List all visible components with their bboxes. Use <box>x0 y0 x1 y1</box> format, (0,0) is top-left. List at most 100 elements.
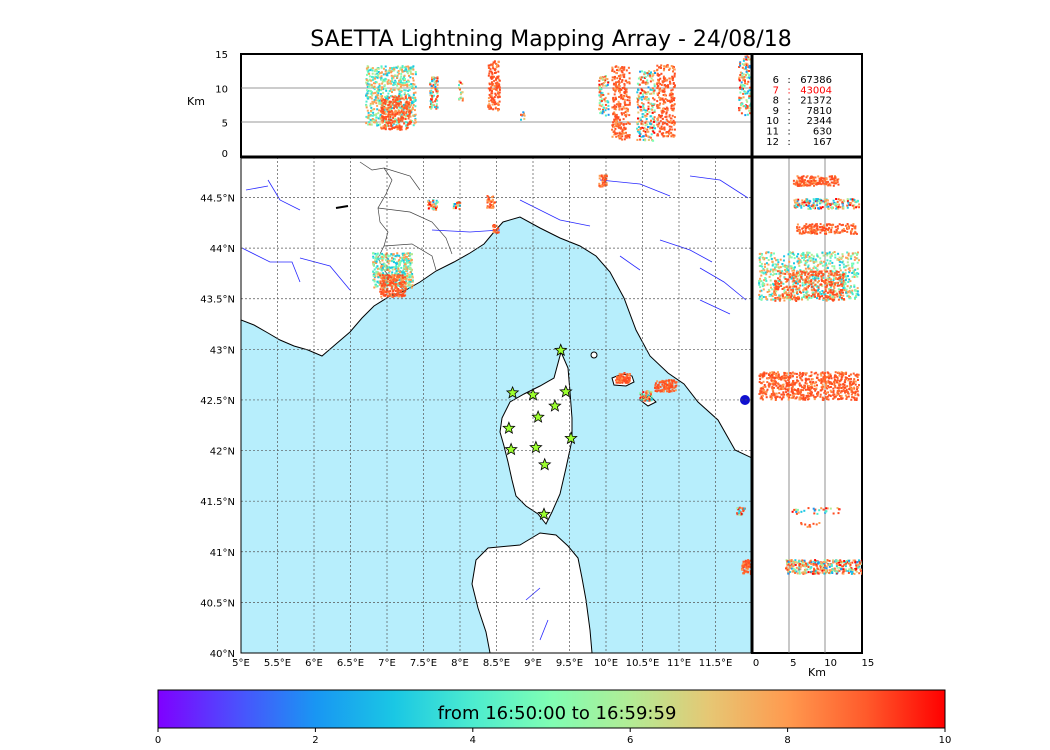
station-star-icon <box>502 421 516 434</box>
source-point <box>644 139 647 142</box>
source-point <box>645 134 648 137</box>
source-point <box>388 270 391 273</box>
source-point <box>381 280 384 283</box>
source-point <box>824 270 827 273</box>
source-point <box>810 295 813 298</box>
source-point <box>778 270 781 273</box>
source-point <box>644 75 647 78</box>
source-point <box>403 252 405 255</box>
source-point <box>644 133 647 136</box>
source-point <box>822 297 825 300</box>
source-point <box>839 289 842 291</box>
source-point <box>832 223 835 226</box>
source-point <box>408 286 411 289</box>
source-point <box>487 104 490 107</box>
source-point <box>819 283 822 286</box>
source-point <box>833 296 836 299</box>
source-point <box>391 268 394 271</box>
source-point <box>819 395 822 398</box>
source-point <box>649 88 652 91</box>
source-point <box>391 253 394 256</box>
source-point <box>749 86 752 89</box>
source-point <box>805 270 808 273</box>
source-point <box>839 206 841 209</box>
station-star-icon <box>526 387 540 401</box>
source-point <box>366 82 369 85</box>
source-point <box>489 203 492 206</box>
source-point <box>644 72 647 75</box>
source-point <box>829 294 832 297</box>
source-point <box>600 88 603 91</box>
source-point <box>671 93 674 96</box>
source-point <box>399 102 402 105</box>
source-point <box>770 253 773 256</box>
source-point <box>826 277 829 280</box>
source-point <box>652 103 655 106</box>
source-point <box>603 184 606 187</box>
source-point <box>803 294 806 296</box>
source-point <box>389 121 392 124</box>
source-point <box>659 116 662 119</box>
source-point <box>398 283 401 286</box>
source-point <box>393 107 395 110</box>
source-point <box>841 201 844 204</box>
source-point <box>802 289 805 292</box>
source-point <box>383 120 386 123</box>
source-point <box>624 381 627 384</box>
source-point <box>394 81 397 83</box>
source-point <box>770 286 772 289</box>
source-point <box>386 82 389 85</box>
source-point <box>804 225 807 228</box>
source-point <box>793 257 796 260</box>
source-point <box>649 136 652 139</box>
source-point <box>408 110 411 112</box>
source-point <box>380 286 383 288</box>
source-point <box>494 107 497 110</box>
source-point <box>812 176 815 179</box>
source-point <box>396 291 399 294</box>
source-point <box>458 97 461 100</box>
source-point <box>403 89 406 92</box>
source-point <box>623 73 626 76</box>
source-point <box>520 118 522 121</box>
source-point <box>854 231 857 234</box>
source-point <box>778 267 781 270</box>
source-point <box>844 265 847 268</box>
source-point <box>665 118 668 121</box>
source-point <box>782 265 785 268</box>
source-point <box>397 104 400 107</box>
source-point <box>671 95 674 98</box>
source-point <box>828 231 831 234</box>
source-point <box>659 97 662 99</box>
source-point <box>664 108 667 110</box>
source-point <box>670 107 673 110</box>
source-point <box>827 384 830 387</box>
source-point <box>828 280 831 283</box>
source-point <box>847 281 850 283</box>
source-point <box>786 268 788 271</box>
source-point <box>387 278 389 281</box>
source-point <box>377 97 380 100</box>
source-point <box>639 138 642 141</box>
source-point <box>824 286 827 289</box>
source-point <box>787 287 790 290</box>
source-point <box>662 77 665 80</box>
source-point <box>813 231 816 234</box>
source-point <box>742 59 745 62</box>
source-point <box>409 115 412 118</box>
source-point <box>766 283 769 286</box>
source-point <box>405 275 408 277</box>
source-point <box>789 298 791 301</box>
source-point <box>621 131 624 134</box>
source-point <box>650 71 652 74</box>
source-point <box>372 78 375 81</box>
source-point <box>819 226 821 229</box>
source-point <box>386 259 389 262</box>
source-point <box>851 252 854 255</box>
source-point <box>669 385 671 388</box>
source-point <box>745 65 747 68</box>
source-point <box>371 67 374 70</box>
source-point <box>821 396 824 399</box>
source-point <box>620 379 623 382</box>
source-point <box>763 257 766 260</box>
